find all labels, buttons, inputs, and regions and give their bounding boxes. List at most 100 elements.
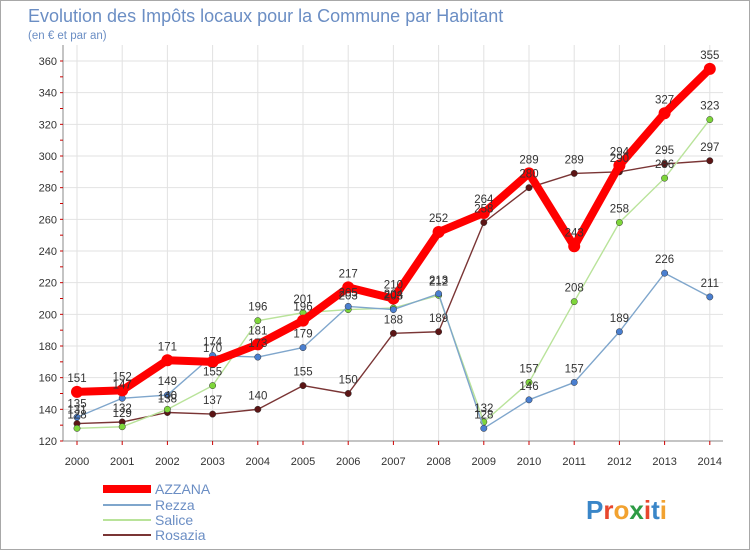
point-azzana: [568, 240, 581, 253]
point-azzana: [206, 355, 219, 368]
x-tick-label: 2010: [517, 456, 541, 468]
y-tick-label: 220: [39, 278, 57, 290]
data-label-salice: 155: [203, 367, 222, 379]
data-label-azzana: 289: [519, 154, 538, 166]
point-azzana: [251, 338, 264, 351]
x-tick-label: 2012: [607, 456, 631, 468]
data-label-salice: 203: [339, 291, 358, 303]
data-label-rosazia: 132: [113, 403, 132, 415]
point-rezza: [254, 353, 262, 361]
data-label-rezza: 128: [474, 409, 493, 421]
point-rosazia: [254, 405, 262, 413]
y-tick-label: 180: [39, 341, 57, 353]
data-label-azzana: 171: [158, 341, 177, 353]
data-label-rezza: 174: [203, 337, 223, 349]
data-label-rezza: 179: [293, 329, 312, 341]
data-label-salice: 129: [113, 408, 132, 420]
point-azzana: [387, 292, 400, 305]
grid: [63, 45, 723, 442]
point-rosazia: [525, 184, 533, 192]
data-label-salice: 140: [158, 390, 177, 402]
y-tick-label: 160: [39, 373, 57, 385]
point-azzana: [116, 384, 129, 397]
y-tick-label: 340: [39, 88, 57, 100]
point-rosazia: [299, 382, 307, 390]
y-tick-label: 140: [39, 404, 57, 416]
x-tick-label: 2006: [336, 456, 360, 468]
data-label-rosazia: 188: [384, 314, 403, 326]
legend-label-rosazia: Rosazia: [155, 527, 206, 543]
data-label-salice: 201: [293, 294, 312, 306]
data-label-salice: 204: [384, 289, 404, 301]
data-label-rosazia: 140: [248, 390, 267, 402]
x-tick-label: 2014: [698, 456, 722, 468]
data-label-rosazia: 297: [700, 142, 719, 154]
data-label-rosazia: 138: [158, 394, 177, 406]
point-salice: [615, 219, 623, 226]
data-label-azzana: 152: [113, 371, 132, 383]
logo-text: Proxiti: [586, 495, 667, 525]
y-tick-label: 360: [39, 56, 57, 68]
point-salice: [118, 423, 126, 431]
y-tick-label: 260: [39, 214, 57, 226]
data-label-rezza: 205: [339, 287, 358, 299]
proxiti-logo: Proxiti: [586, 495, 667, 525]
x-tick-label: 2002: [155, 456, 179, 468]
point-rezza: [73, 413, 81, 421]
data-label-azzana: 264: [474, 194, 494, 206]
point-rosazia: [209, 410, 217, 418]
point-rezza: [525, 396, 533, 404]
data-label-azzana: 252: [429, 213, 448, 225]
data-label-rosazia: 295: [655, 145, 674, 157]
legend-label-salice: Salice: [155, 512, 193, 528]
data-label-rosazia: 258: [474, 204, 493, 216]
point-azzana: [161, 354, 174, 367]
series-lines: [71, 62, 716, 432]
data-label-salice: 208: [565, 283, 584, 295]
point-salice: [525, 378, 533, 386]
data-label-rosazia: 131: [67, 405, 86, 417]
y-tick-label: 280: [39, 183, 57, 195]
data-label-rezza: 211: [701, 278, 719, 290]
data-label-rosazia: 150: [339, 375, 358, 387]
y-tick-label: 120: [39, 436, 57, 448]
data-label-salice: 196: [248, 302, 267, 314]
point-azzana: [703, 62, 716, 75]
point-rosazia: [435, 328, 443, 336]
point-azzana: [71, 385, 83, 398]
data-label-salice: 212: [429, 276, 448, 288]
data-label-azzana: 196: [293, 302, 312, 314]
point-azzana: [342, 281, 355, 294]
y-tick-label: 240: [39, 246, 57, 258]
point-rosazia: [661, 160, 669, 168]
data-label-salice: 157: [519, 363, 538, 375]
point-rezza: [706, 293, 714, 301]
point-rosazia: [570, 169, 578, 177]
point-salice: [706, 116, 714, 124]
x-tick-label: 2000: [65, 456, 89, 468]
point-salice: [254, 317, 262, 325]
point-salice: [163, 405, 171, 413]
point-rezza: [480, 424, 488, 432]
point-azzana: [297, 314, 309, 327]
data-label-salice: 286: [655, 159, 674, 171]
data-label-salice: 132: [474, 403, 493, 415]
point-rezza: [299, 344, 307, 352]
data-label-rosazia: 155: [293, 367, 312, 379]
x-tick-label: 2001: [110, 456, 134, 468]
point-salice: [661, 174, 669, 182]
legend-label-rezza: Rezza: [155, 497, 195, 513]
point-salice: [209, 382, 217, 390]
point-rosazia: [389, 329, 397, 337]
data-label-azzana: 243: [565, 227, 584, 239]
point-azzana: [477, 207, 490, 219]
point-salice: [570, 298, 578, 306]
data-label-rosazia: 289: [565, 154, 584, 166]
data-label-azzana: 210: [384, 280, 403, 292]
x-tick-label: 2013: [652, 456, 676, 468]
x-tick-label: 2011: [562, 456, 586, 468]
data-label-rezza: 149: [158, 376, 177, 388]
data-label-rezza: 135: [67, 398, 86, 410]
point-rezza: [435, 290, 443, 298]
point-azzana: [658, 107, 671, 120]
